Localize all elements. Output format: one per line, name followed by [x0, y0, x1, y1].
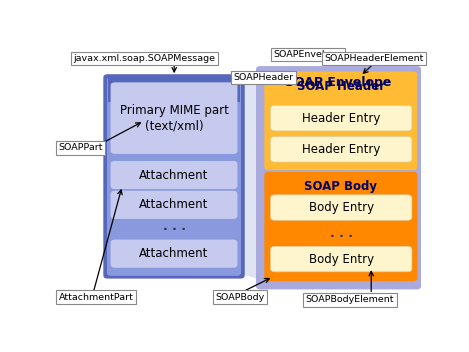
FancyBboxPatch shape	[265, 172, 417, 281]
Text: SOAP Message: SOAP Message	[122, 83, 226, 96]
Text: Attachment: Attachment	[139, 169, 209, 182]
FancyBboxPatch shape	[107, 77, 241, 276]
FancyBboxPatch shape	[103, 74, 245, 278]
Text: Header Entry: Header Entry	[302, 112, 380, 125]
Text: . . .: . . .	[163, 220, 186, 233]
Text: SOAPPart: SOAPPart	[59, 144, 103, 152]
Text: javax.xml.soap.SOAPMessage: javax.xml.soap.SOAPMessage	[73, 54, 215, 63]
FancyBboxPatch shape	[271, 137, 412, 162]
Text: Body Entry: Body Entry	[309, 201, 374, 214]
Text: . . .: . . .	[330, 227, 353, 240]
Text: SOAP Envelope: SOAP Envelope	[285, 76, 392, 89]
Text: Attachment: Attachment	[139, 247, 209, 260]
Text: Body Entry: Body Entry	[309, 253, 374, 265]
Text: SOAPBody: SOAPBody	[215, 293, 264, 302]
Text: Primary MIME part
(text/xml): Primary MIME part (text/xml)	[120, 104, 228, 132]
Text: SOAPHeader: SOAPHeader	[233, 73, 293, 82]
Text: SOAPBodyElement: SOAPBodyElement	[306, 295, 394, 304]
Bar	[108, 77, 240, 102]
FancyBboxPatch shape	[271, 195, 412, 220]
FancyBboxPatch shape	[265, 71, 417, 170]
Text: SOAPEnvelope: SOAPEnvelope	[273, 50, 342, 59]
FancyBboxPatch shape	[111, 161, 237, 189]
Text: Header Entry: Header Entry	[302, 143, 380, 156]
FancyBboxPatch shape	[271, 246, 412, 272]
Text: AttachmentPart: AttachmentPart	[59, 293, 134, 302]
FancyBboxPatch shape	[111, 82, 237, 154]
Polygon shape	[237, 75, 264, 281]
Text: SOAP Body: SOAP Body	[304, 180, 378, 193]
FancyBboxPatch shape	[111, 191, 237, 219]
FancyBboxPatch shape	[271, 105, 412, 131]
Text: Attachment: Attachment	[139, 199, 209, 211]
FancyBboxPatch shape	[256, 66, 421, 289]
Text: SOAP Header: SOAP Header	[297, 80, 385, 93]
Text: SOAPHeaderElement: SOAPHeaderElement	[324, 54, 424, 63]
FancyBboxPatch shape	[111, 240, 237, 268]
